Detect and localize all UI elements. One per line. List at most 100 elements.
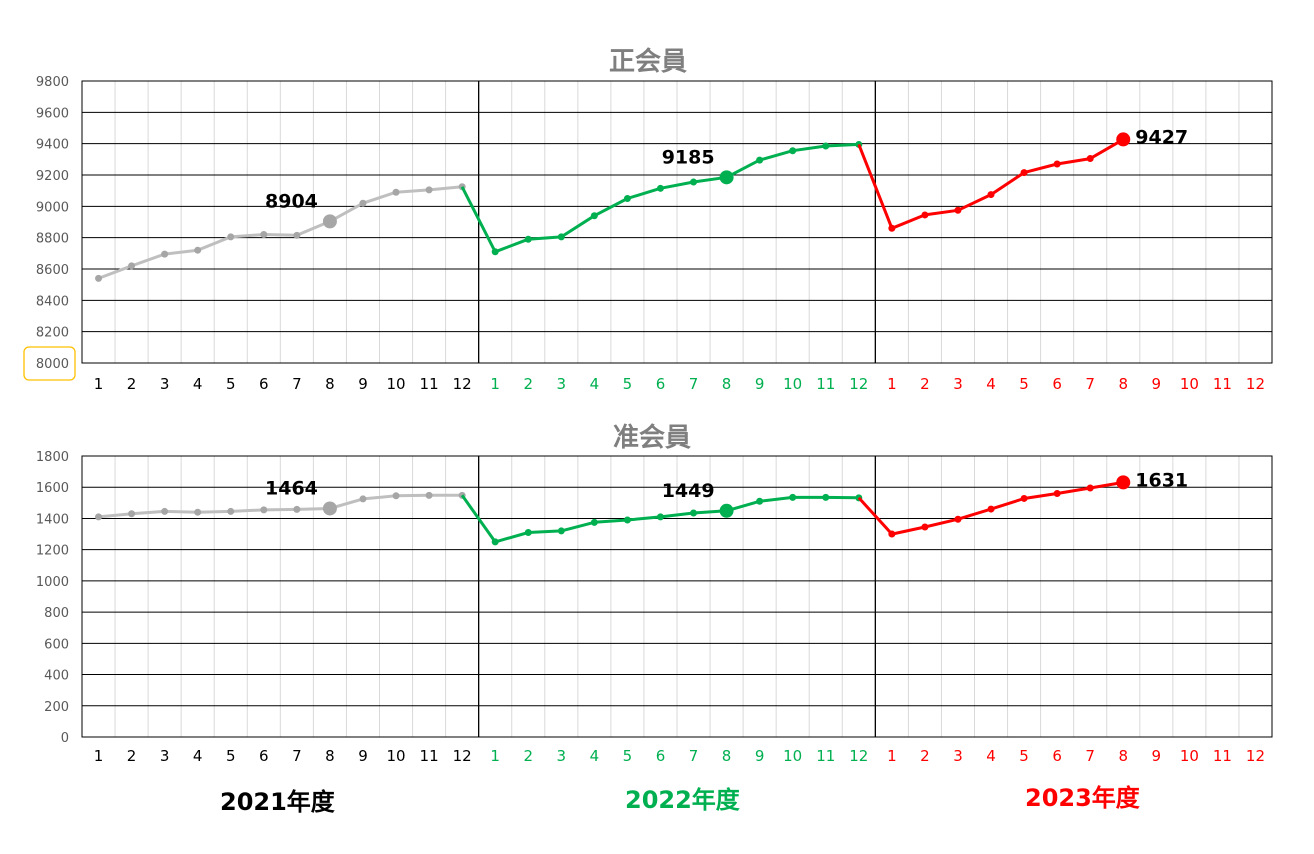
x-tick-label: 1 (887, 375, 897, 393)
x-tick-label: 12 (453, 375, 472, 393)
x-tick-label: 1 (94, 375, 104, 393)
x-tick-label: 8 (325, 747, 335, 765)
x-tick-label: 6 (656, 375, 666, 393)
data-point (425, 186, 433, 194)
x-tick-label: 11 (816, 375, 835, 393)
x-tick-label: 7 (292, 375, 302, 393)
y-tick-label: 600 (44, 637, 69, 652)
data-label: 9185 (662, 146, 715, 168)
x-tick-label: 3 (557, 747, 567, 765)
data-label: 1449 (662, 480, 715, 502)
x-tick-label: 1 (94, 747, 104, 765)
y-tick-label: 1800 (36, 450, 69, 465)
data-label: 9427 (1135, 126, 1188, 148)
x-tick-label: 10 (386, 747, 405, 765)
data-point (987, 191, 995, 199)
x-tick-label: 11 (1213, 747, 1232, 765)
x-tick-label: 2 (523, 375, 533, 393)
highlight-point (1116, 475, 1131, 490)
data-point (293, 231, 301, 239)
y-tick-label: 9000 (36, 200, 69, 215)
x-tick-label: 11 (1213, 375, 1232, 393)
x-tick-label: 1 (887, 747, 897, 765)
data-point (260, 231, 268, 239)
x-tick-label: 9 (358, 747, 368, 765)
x-tick-label: 11 (420, 747, 439, 765)
x-tick-label: 4 (986, 375, 996, 393)
data-point (1053, 160, 1061, 168)
x-tick-label: 12 (1246, 375, 1265, 393)
y-tick-label: 9600 (36, 106, 69, 121)
x-tick-label: 9 (1152, 747, 1162, 765)
data-point (921, 523, 929, 531)
x-tick-label: 5 (1019, 375, 1029, 393)
data-label: 1631 (1135, 469, 1188, 491)
y-tick-label: 9400 (36, 138, 69, 153)
data-point (359, 199, 367, 207)
data-label: 1464 (265, 477, 318, 499)
y-tick-label: 8400 (36, 294, 69, 309)
highlight-point (322, 501, 337, 516)
highlight-point (719, 503, 734, 518)
x-tick-label: 6 (656, 747, 666, 765)
y-tick-label: 9200 (36, 169, 69, 184)
plot-area-border (81, 80, 1273, 364)
x-tick-label: 8 (325, 375, 335, 393)
data-point (95, 513, 103, 521)
chart-title: 正会員 (609, 47, 687, 77)
data-point (822, 493, 830, 501)
data-point (161, 250, 169, 258)
data-point (1086, 484, 1094, 492)
x-tick-label: 1 (490, 375, 500, 393)
highlight-point (1116, 132, 1131, 147)
series-line-2 (460, 142, 859, 254)
series-line-3 (857, 138, 1125, 230)
x-tick-label: 8 (1118, 747, 1128, 765)
data-point (524, 235, 532, 243)
x-tick-label: 8 (722, 375, 732, 393)
data-point (491, 248, 499, 256)
data-point (1053, 489, 1061, 497)
data-point (194, 246, 202, 254)
y-tick-label: 1600 (36, 481, 69, 496)
x-tick-label: 2 (523, 747, 533, 765)
series-line-1 (97, 185, 463, 280)
x-tick-label: 6 (259, 747, 269, 765)
x-tick-label: 5 (1019, 747, 1029, 765)
x-tick-label: 12 (849, 747, 868, 765)
x-tick-label: 11 (816, 747, 835, 765)
x-tick-label: 5 (226, 375, 236, 393)
data-point (1020, 169, 1028, 177)
data-point (690, 178, 698, 186)
x-tick-label: 10 (783, 747, 802, 765)
x-tick-label: 4 (590, 747, 600, 765)
data-point (557, 233, 565, 241)
x-tick-label: 7 (689, 375, 699, 393)
x-tick-label: 8 (722, 747, 732, 765)
y-tick-label: 1400 (36, 512, 69, 527)
data-point (690, 509, 698, 517)
y-tick-label: 8800 (36, 232, 69, 247)
y-tick-label: 8200 (36, 326, 69, 341)
x-tick-label: 12 (453, 747, 472, 765)
data-point (888, 224, 896, 232)
data-point (590, 212, 598, 220)
x-tick-label: 3 (160, 375, 170, 393)
data-point (227, 507, 235, 515)
x-tick-label: 10 (1180, 747, 1199, 765)
x-tick-label: 12 (1246, 747, 1265, 765)
y-tick-label: 1000 (36, 575, 69, 590)
data-point (1020, 494, 1028, 502)
fiscal-year-label-2023: 2023年度 (1025, 784, 1140, 812)
data-point (623, 195, 631, 202)
data-point (656, 513, 664, 521)
x-tick-label: 4 (986, 747, 996, 765)
fiscal-year-label-2022: 2022年度 (625, 786, 740, 814)
x-tick-label: 8 (1118, 375, 1128, 393)
y-tick-label: 400 (44, 669, 69, 684)
x-tick-label: 4 (193, 375, 203, 393)
x-tick-label: 3 (557, 375, 567, 393)
data-point (491, 538, 499, 546)
